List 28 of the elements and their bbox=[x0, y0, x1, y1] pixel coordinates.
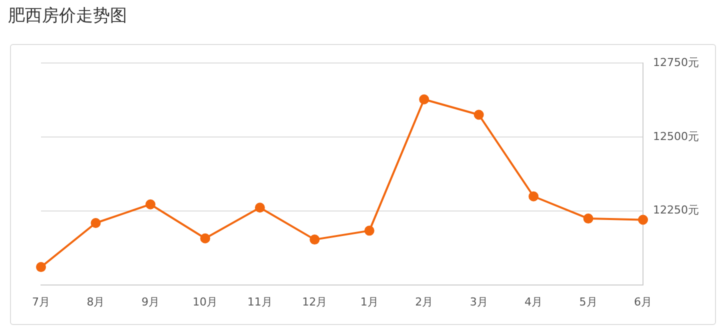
x-tick-label: 6月 bbox=[634, 295, 652, 308]
x-tick-label: 1月 bbox=[360, 295, 378, 308]
point bbox=[254, 202, 265, 213]
y-tick-label: 12250元 bbox=[653, 204, 700, 217]
x-tick-label: 12月 bbox=[302, 295, 328, 308]
point bbox=[310, 234, 320, 245]
x-tick-label: 11月 bbox=[247, 295, 272, 308]
y-tick-label: 12500元 bbox=[653, 130, 700, 143]
x-tick-label: 3月 bbox=[470, 295, 488, 308]
x-tick-label: 10月 bbox=[192, 295, 218, 308]
x-tick-label: 2月 bbox=[415, 295, 434, 308]
x-tick-label: 4月 bbox=[524, 295, 543, 308]
point bbox=[90, 218, 101, 228]
x-tick-label: 5月 bbox=[579, 295, 598, 308]
point bbox=[36, 262, 46, 272]
chart-title: 肥西房价走势图 bbox=[8, 5, 127, 27]
point bbox=[528, 191, 539, 202]
x-tick-label: 9月 bbox=[141, 295, 160, 308]
point bbox=[638, 214, 648, 225]
point bbox=[145, 199, 156, 210]
y-tick-label: 12750元 bbox=[653, 56, 700, 69]
x-tick-label: 8月 bbox=[86, 295, 105, 308]
point bbox=[474, 110, 484, 120]
point bbox=[419, 94, 430, 104]
point bbox=[200, 233, 210, 244]
point bbox=[364, 226, 374, 236]
x-tick-label: 7月 bbox=[32, 295, 50, 308]
point bbox=[583, 214, 594, 224]
